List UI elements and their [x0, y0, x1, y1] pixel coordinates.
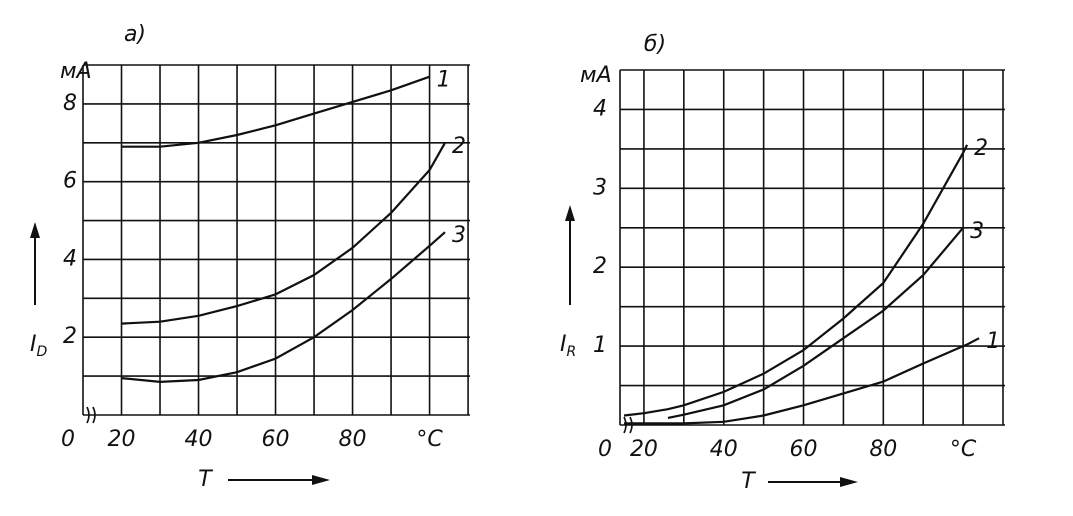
y-tick-label: 3	[593, 175, 607, 200]
y-label: ID	[30, 332, 48, 360]
y-label-main: I	[30, 332, 37, 357]
x-tick-label: 40	[185, 427, 213, 452]
y-unit: мА	[580, 63, 612, 88]
curve-label: 3	[452, 223, 466, 248]
axis-arrowhead	[312, 475, 330, 485]
curve	[623, 144, 969, 417]
y-label-subscript: D	[37, 344, 48, 360]
origin-label: 0	[598, 437, 612, 462]
curve-label: 2	[452, 134, 466, 159]
y-tick-label: 2	[63, 324, 77, 349]
curve	[667, 227, 964, 419]
curve	[624, 337, 980, 425]
y-label-subscript: R	[567, 344, 577, 360]
axis-arrowhead	[565, 205, 575, 221]
y-tick-label: 8	[63, 91, 77, 116]
x-tick-label: 80	[339, 427, 367, 452]
chart-title: a)	[124, 22, 146, 47]
x-label: T	[198, 467, 213, 492]
curve-label: 2	[974, 136, 988, 161]
x-tick-label: °C	[950, 437, 977, 462]
y-tick-label: 4	[63, 246, 77, 271]
x-tick-label: 20	[630, 437, 658, 462]
curve	[121, 231, 446, 384]
x-tick-label: 40	[710, 437, 738, 462]
x-tick-label: 60	[262, 427, 290, 452]
curve	[121, 75, 430, 148]
axis-break	[86, 406, 96, 424]
y-tick-label: 2	[593, 254, 607, 279]
x-tick-label: 80	[869, 437, 897, 462]
y-tick-label: 4	[593, 96, 607, 121]
curve-label: 1	[986, 329, 1000, 354]
x-tick-label: 20	[108, 427, 136, 452]
axis-arrowhead	[840, 477, 858, 487]
x-label: T	[741, 469, 756, 494]
y-tick-label: 1	[593, 333, 607, 358]
x-tick-label: °C	[416, 427, 443, 452]
chart-title: б)	[644, 32, 666, 57]
y-unit: мА	[60, 59, 92, 84]
y-label-main: I	[560, 332, 567, 357]
axis-arrowhead	[30, 222, 40, 238]
curve-label: 1	[437, 68, 451, 93]
axis-break	[623, 416, 633, 434]
x-tick-label: 60	[790, 437, 818, 462]
y-tick-label: 6	[63, 169, 77, 194]
curve	[121, 142, 446, 325]
origin-label: 0	[61, 427, 75, 452]
curve-label: 3	[970, 219, 984, 244]
y-label: IR	[560, 332, 576, 360]
